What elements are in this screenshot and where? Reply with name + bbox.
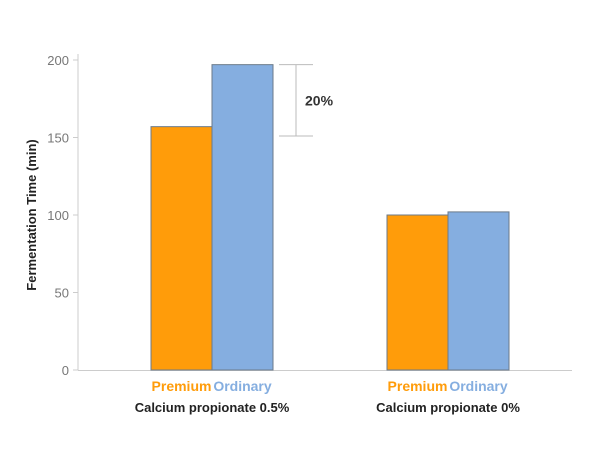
y-tick-label: 50 (55, 286, 69, 301)
series-label-premium: Premium (152, 378, 212, 394)
series-label-ordinary: Ordinary (449, 378, 508, 394)
y-tick-label: 100 (47, 208, 69, 223)
bar-ordinary (447, 211, 510, 371)
y-tick-label: 150 (47, 131, 69, 146)
bar-premium (150, 126, 213, 371)
category-label: Calcium propionate 0.5% (135, 400, 290, 415)
bar-ordinary (211, 64, 274, 371)
y-axis-label: Fermentation Time (min) (24, 139, 39, 290)
category-label: Calcium propionate 0% (376, 400, 520, 415)
y-tick-label: 0 (62, 363, 69, 378)
bar-premium (386, 214, 449, 371)
series-label-ordinary: Ordinary (213, 378, 272, 394)
series-label-premium: Premium (388, 378, 448, 394)
annotation-label: 20% (305, 92, 334, 108)
y-tick-label: 200 (47, 53, 69, 68)
